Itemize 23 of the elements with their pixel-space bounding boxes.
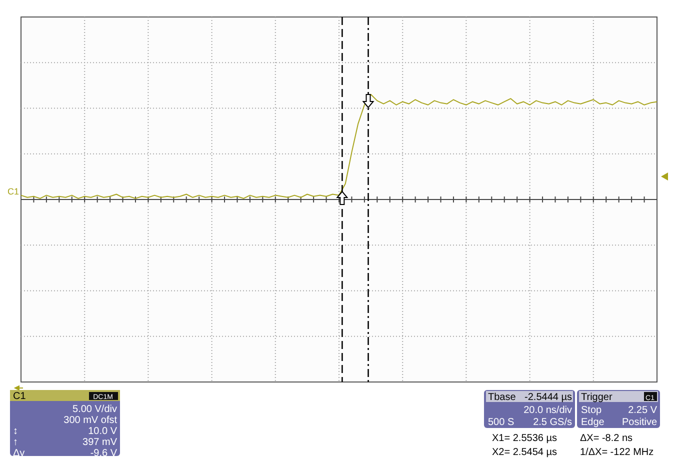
text: ΔX= -8.2 ns — [580, 433, 633, 444]
text: X2= 2.5454 µs — [492, 447, 557, 458]
text: C1 — [7, 186, 19, 196]
text: 20.0 ns/div — [524, 405, 572, 416]
text: 1/ΔX= -122 MHz — [580, 447, 654, 458]
text: 2.5 GS/s — [533, 417, 572, 428]
text: 300 mV ofst — [64, 415, 118, 426]
text: 397 mV — [82, 437, 118, 448]
text: ↕ — [13, 426, 18, 437]
text: Edge — [581, 417, 605, 428]
text: X1= 2.5536 µs — [492, 433, 557, 444]
text: C1 — [13, 391, 26, 402]
text: -9.6 V — [90, 448, 118, 459]
text: 500 S — [488, 417, 514, 428]
text: Stop — [581, 405, 602, 416]
text: 5.00 V/div — [72, 404, 117, 415]
text: ↑ — [13, 437, 18, 448]
text: -2.5444 µs — [524, 392, 572, 403]
text: 2.25 V — [628, 405, 658, 416]
text: Trigger — [581, 392, 613, 403]
text: Positive — [622, 417, 658, 428]
text: 10.0 V — [88, 426, 118, 437]
text: Tbase — [488, 392, 516, 403]
